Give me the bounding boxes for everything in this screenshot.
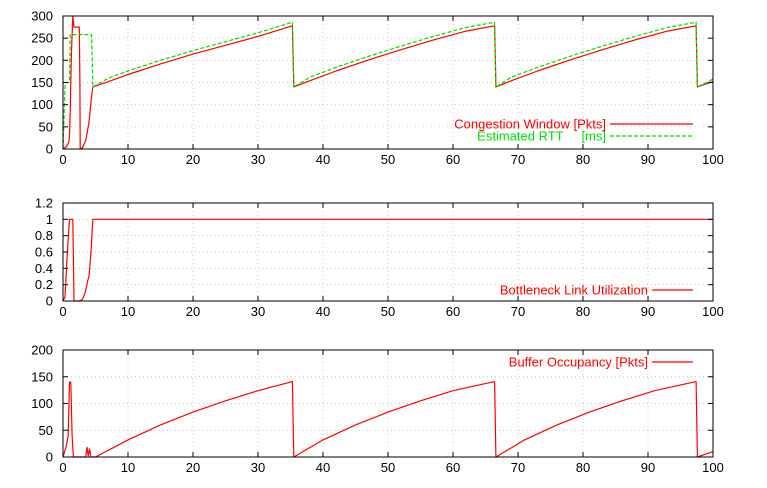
bottom-panel-buffer-occupancy: 0 10 20 30 40 50 60 70 80 90 100 0 50 100 150 200 Buffer…: [31, 343, 724, 476]
x-tick-label: 30: [251, 152, 265, 167]
x-tick-label: 30: [251, 304, 265, 319]
y-tick-label: 100: [31, 396, 53, 411]
x-tick-label: 50: [381, 460, 395, 475]
y-tick-label: 0: [46, 294, 53, 309]
y-tick-label: 0.8: [35, 228, 53, 243]
x-tick-label: 10: [121, 304, 135, 319]
x-tick-label: 20: [186, 460, 200, 475]
x-tick-label: 0: [59, 304, 66, 319]
x-tick-label: 30: [251, 460, 265, 475]
y-tick-label: 200: [31, 343, 53, 358]
x-tick-label: 70: [511, 152, 525, 167]
y-tick-label: 150: [31, 369, 53, 384]
y-tick-label: 100: [31, 97, 53, 112]
x-tick-label: 20: [186, 304, 200, 319]
x-tick-label: 40: [316, 304, 330, 319]
y-tick-label: 0: [46, 450, 53, 465]
x-tick-label: 70: [511, 460, 525, 475]
x-tick-label: 100: [702, 304, 724, 319]
y-tick-label: 0.6: [35, 245, 53, 260]
y-tick-label: 300: [31, 9, 53, 24]
x-tick-label: 90: [641, 152, 655, 167]
x-tick-label: 90: [641, 304, 655, 319]
y-tick-label: 0.2: [35, 277, 53, 292]
legend-label: Congestion Window [Pkts]: [454, 117, 606, 132]
y-tick-label: 150: [31, 75, 53, 90]
legend-label: Estimated RTT [ms]: [477, 129, 606, 144]
x-tick-label: 20: [186, 152, 200, 167]
series-line: [62, 21, 714, 150]
y-tick-label: 250: [31, 31, 53, 46]
x-tick-label: 0: [59, 460, 66, 475]
x-tick-label: 50: [381, 152, 395, 167]
x-tick-label: 100: [702, 152, 724, 167]
x-tick-label: 80: [576, 304, 590, 319]
y-tick-label: 0: [46, 142, 53, 157]
x-tick-label: 0: [59, 152, 66, 167]
legend-label: Buffer Occupancy [Pkts]: [509, 355, 648, 370]
x-tick-label: 50: [381, 304, 395, 319]
x-tick-label: 10: [121, 460, 135, 475]
y-tick-label: 1: [46, 212, 53, 227]
x-tick-label: 60: [446, 152, 460, 167]
y-tick-label: 1.2: [35, 196, 53, 211]
x-tick-label: 80: [576, 152, 590, 167]
y-tick-label: 50: [39, 423, 53, 438]
x-tick-label: 40: [316, 460, 330, 475]
top-panel-congestion-rtt: 0 10 20 30 40 50 60 70 80 90 100 0 50 100 150 200 250 300…: [31, 9, 724, 168]
x-tick-label: 40: [316, 152, 330, 167]
x-tick-label: 60: [446, 304, 460, 319]
x-tick-label: 90: [641, 460, 655, 475]
x-tick-label: 70: [511, 304, 525, 319]
x-tick-label: 10: [121, 152, 135, 167]
legend-label: Bottleneck Link Utilization: [500, 283, 648, 298]
series-line: [62, 381, 714, 458]
y-tick-label: 50: [39, 119, 53, 134]
y-tick-label: 200: [31, 53, 53, 68]
x-tick-label: 60: [446, 460, 460, 475]
x-tick-label: 80: [576, 460, 590, 475]
x-tick-label: 100: [702, 460, 724, 475]
y-tick-label: 0.4: [35, 261, 53, 276]
middle-panel-link-utilization: 0 10 20 30 40 50 60 70 80 90 100 0 0.20.40.6 0.811.2 B…: [35, 196, 724, 320]
